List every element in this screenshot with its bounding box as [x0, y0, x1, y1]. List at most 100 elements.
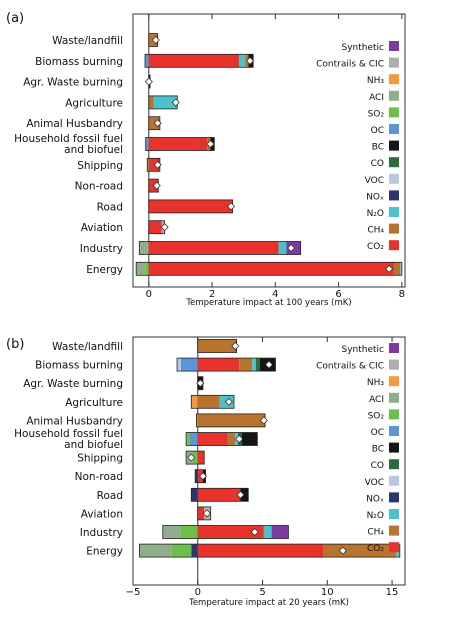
- net-marker: [259, 416, 268, 425]
- bar-segment-so2: [145, 262, 149, 276]
- bar-segment-co2: [148, 54, 239, 68]
- bar-outline: [139, 543, 401, 558]
- net-marker: [196, 379, 205, 388]
- bar-outline: [176, 357, 276, 372]
- legend-label: CO₂: [367, 544, 384, 554]
- bar-row: Animal Husbandry: [26, 116, 162, 130]
- bar-row: Industry: [80, 525, 289, 539]
- x-tick-label: 15: [386, 587, 399, 598]
- bar-segment-n2o: [278, 241, 287, 255]
- bar-segment-ch4: [227, 432, 236, 446]
- bar-row: Industry: [80, 241, 302, 255]
- legend-label: NOₓ: [366, 192, 384, 202]
- bar-segment-co2: [197, 525, 264, 539]
- bar-row: Animal Husbandry: [26, 413, 268, 427]
- bar-row: Road: [97, 199, 236, 213]
- bar-segment-ch4: [239, 358, 253, 372]
- legend-swatch-so2: [389, 409, 399, 420]
- category-label: Non-road: [75, 471, 123, 483]
- legend-swatch-n2o: [389, 207, 399, 217]
- bar-outline: [138, 241, 302, 255]
- bar-segment-co2: [197, 488, 241, 502]
- net-marker: [226, 202, 236, 211]
- legend-swatch-bc: [389, 442, 399, 453]
- bar-row: Aviation: [81, 506, 212, 520]
- x-tick-label: 6: [335, 289, 341, 300]
- bar-row: Biomass burning: [35, 53, 255, 68]
- category-label: Aviation: [81, 508, 123, 520]
- net-marker: [144, 77, 153, 86]
- legend-label: CH₄: [367, 528, 384, 538]
- x-tick-label: 2: [209, 289, 215, 300]
- category-label: Industry: [80, 243, 123, 255]
- bar-segment-oc: [189, 432, 198, 446]
- bar-row: Agriculture: [65, 95, 180, 109]
- legend-swatch-co2: [389, 542, 399, 553]
- bar-segment-ch4: [323, 544, 396, 558]
- bar-segment-n2o: [153, 95, 178, 109]
- bar-segment-so2: [171, 544, 192, 558]
- category-label: Household fossil fuel: [14, 133, 123, 145]
- legend-swatch-co: [389, 157, 399, 168]
- panel-label: (b): [6, 337, 24, 352]
- legend-swatch-oc: [389, 124, 399, 134]
- bar-segment-so2: [187, 432, 190, 446]
- plot-frame: [132, 336, 406, 586]
- category-label: Energy: [86, 264, 123, 276]
- category-label: Waste/landfill: [52, 35, 123, 47]
- net-marker: [235, 434, 244, 444]
- bar-row: Biomass burning: [35, 357, 276, 372]
- net-marker: [245, 56, 255, 65]
- legend-label: SO₂: [368, 411, 385, 421]
- category-label: Waste/landfill: [52, 341, 123, 353]
- category-label: Biomass burning: [35, 56, 123, 68]
- bar-row: Agr. Waste burning: [23, 376, 205, 390]
- bar-segment-aci: [139, 544, 172, 558]
- bar-segment-co2: [148, 241, 279, 255]
- legend-label: VOC: [365, 176, 384, 186]
- bar-segment-co2: [148, 262, 394, 276]
- category-label: Agr. Waste burning: [23, 378, 123, 390]
- bar-segment-ch4: [197, 413, 266, 427]
- net-marker: [250, 527, 259, 537]
- legend-label: BC: [372, 143, 384, 153]
- legend-label: OC: [371, 428, 384, 438]
- bar-segment-contrails: [400, 262, 402, 276]
- legend-label: Contrails & CIC: [316, 60, 384, 70]
- net-marker: [231, 341, 240, 351]
- category-label: Road: [97, 201, 123, 213]
- legend-swatch-nh3: [389, 376, 399, 387]
- bar-segment-oc: [180, 358, 198, 372]
- category-label: Agriculture: [65, 97, 123, 109]
- net-marker: [171, 98, 180, 107]
- bar-segment-aci: [186, 432, 188, 446]
- legend-label: Synthetic: [342, 43, 385, 53]
- bar-segment-n2o: [238, 54, 246, 68]
- net-marker: [385, 264, 394, 273]
- bar-segment-n2o: [252, 358, 257, 372]
- legend-swatch-aci: [389, 392, 399, 403]
- category-label: Energy: [86, 546, 123, 558]
- bar-segment-nh3: [191, 395, 198, 409]
- net-marker: [206, 139, 215, 149]
- bar-outline: [185, 450, 205, 465]
- net-marker: [264, 360, 274, 369]
- category-label: Road: [97, 490, 123, 502]
- legend-label: N₂O: [367, 209, 384, 219]
- legend-swatch-aci: [389, 90, 399, 101]
- net-marker: [236, 490, 245, 499]
- legend-swatch-oc: [389, 426, 399, 436]
- net-marker: [287, 243, 296, 253]
- bar-row: Waste/landfill: [52, 339, 240, 353]
- x-tick-label: 5: [259, 587, 265, 598]
- category-label: Non-road: [75, 181, 123, 193]
- panel-a: (a) 0 2 4 6 8 Temperature impact at 100 years …: [6, 11, 406, 308]
- net-marker: [151, 35, 160, 45]
- legend-label: OC: [371, 126, 384, 136]
- bar-segment-aci: [139, 241, 149, 255]
- bar-segment-co2: [197, 358, 240, 372]
- category-label: Shipping: [77, 453, 123, 465]
- legend-label: CH₄: [367, 226, 384, 236]
- legend-label: CO₂: [367, 242, 384, 252]
- legend: Synthetic Contrails & CIC NH₃ ACI SO₂ OC BC CO V…: [316, 343, 399, 554]
